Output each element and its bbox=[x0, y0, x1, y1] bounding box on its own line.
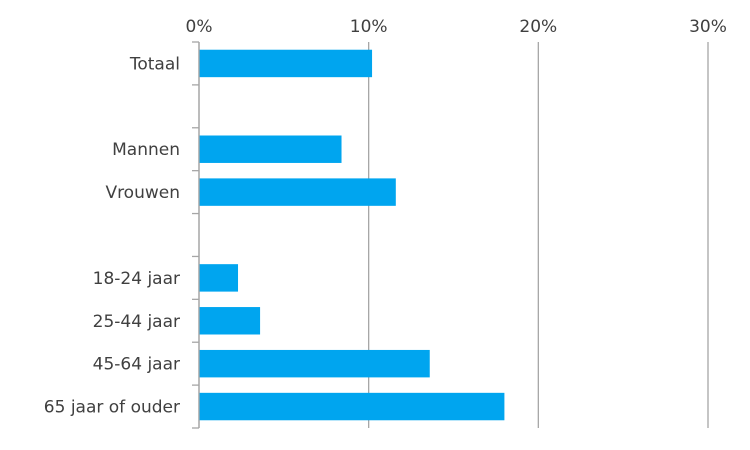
x-tick-label: 0% bbox=[186, 17, 213, 37]
category-label: Vrouwen bbox=[105, 183, 180, 203]
bar bbox=[199, 49, 373, 78]
x-tick-label: 10% bbox=[350, 17, 388, 37]
category-label: 18-24 jaar bbox=[93, 269, 180, 289]
bar bbox=[199, 392, 505, 421]
category-labels: Totaal Mannen Vrouwen 18-24 jaar 25-44 jaar 4… bbox=[44, 54, 180, 417]
category-label: 25-44 jaar bbox=[93, 312, 180, 332]
bar bbox=[199, 135, 342, 163]
x-tick-label: 20% bbox=[519, 17, 557, 37]
bar bbox=[199, 349, 430, 378]
bar bbox=[199, 178, 396, 206]
bar bbox=[199, 264, 239, 292]
bars bbox=[199, 49, 505, 421]
bar bbox=[199, 307, 261, 335]
value-axis: 0% 10% 20% 30% bbox=[186, 17, 727, 37]
category-label: 65 jaar of ouder bbox=[44, 398, 180, 418]
category-axis bbox=[192, 41, 200, 429]
category-label: 45-64 jaar bbox=[93, 355, 180, 375]
category-label: Totaal bbox=[129, 54, 180, 74]
category-label: Mannen bbox=[112, 140, 180, 160]
x-tick-label: 30% bbox=[689, 17, 727, 37]
